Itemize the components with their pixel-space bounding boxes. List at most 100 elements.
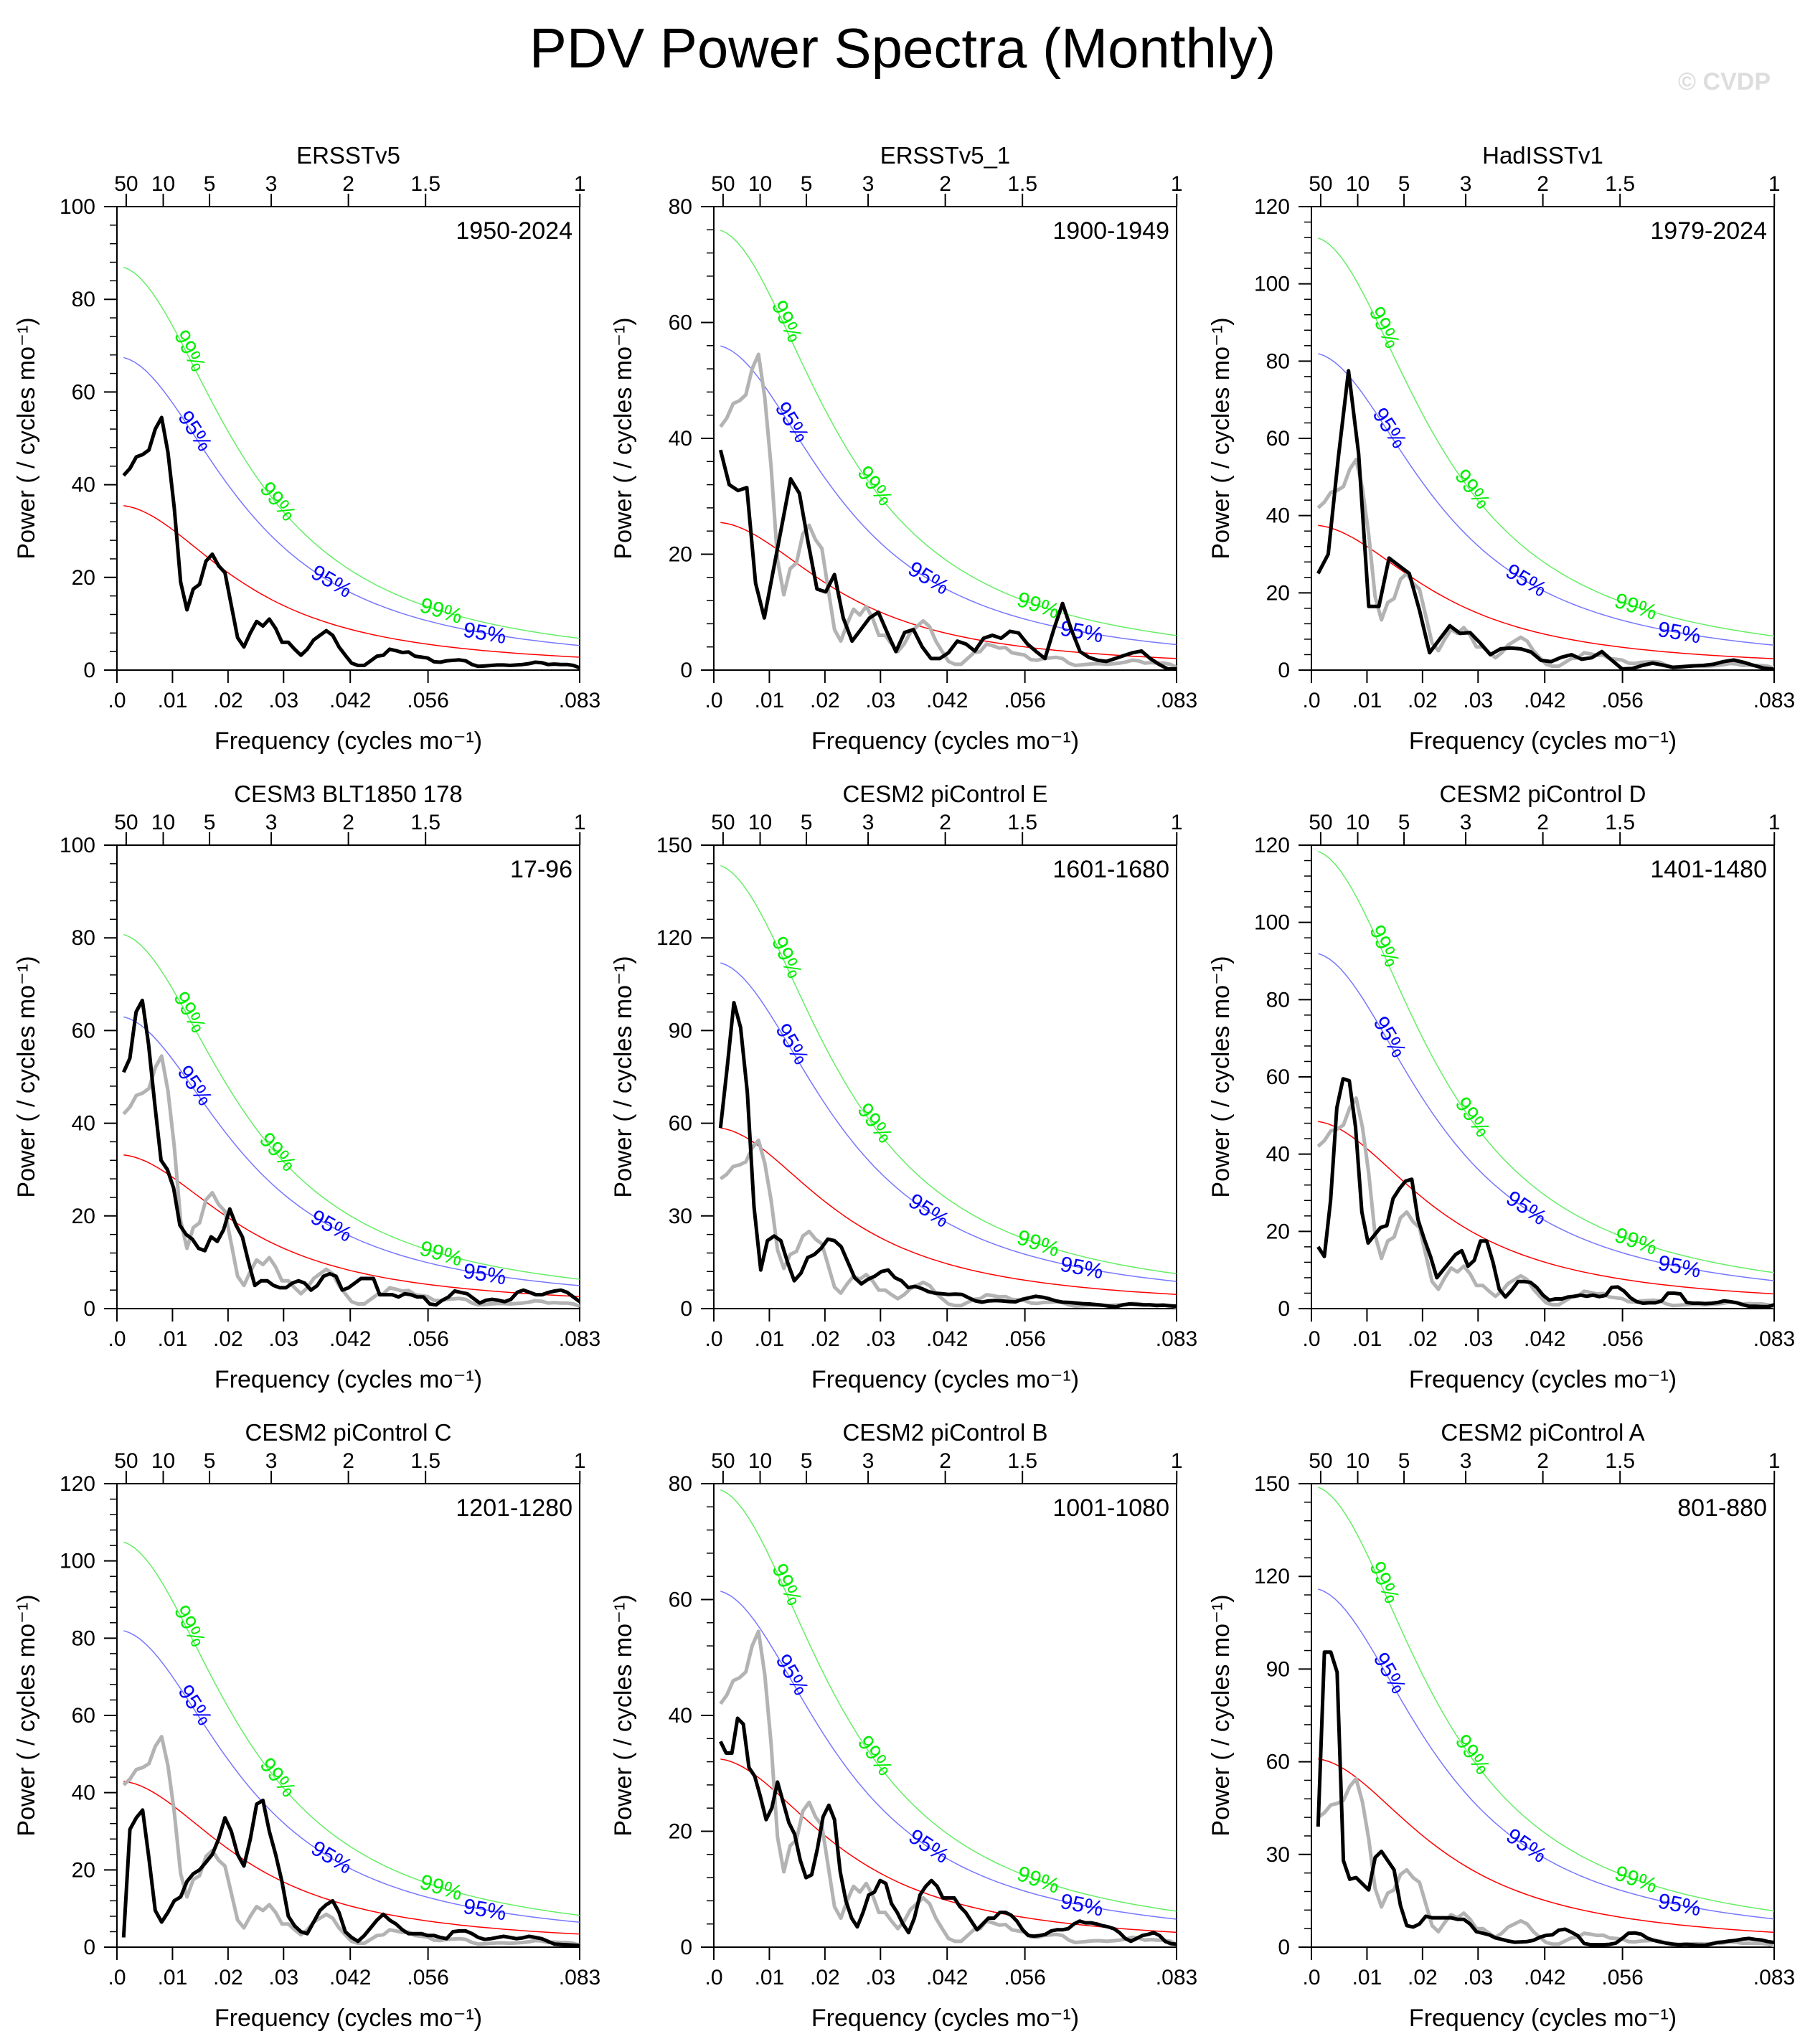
conf99-label: 99% — [1365, 303, 1405, 352]
top-tick-label: 10 — [151, 172, 175, 196]
x-tick-label: .03 — [865, 1327, 895, 1351]
top-tick-label: 2 — [342, 1449, 354, 1473]
top-tick-label: 1.5 — [1007, 1449, 1037, 1473]
spectrum-line — [718, 449, 1177, 670]
top-tick-label: 3 — [265, 811, 278, 834]
top-tick-label: 1.5 — [1605, 1449, 1635, 1473]
spectrum-line — [122, 998, 580, 1307]
panel-title: ERSSTv5 — [296, 142, 400, 169]
top-tick-label: 5 — [801, 172, 813, 196]
x-tick-label: .056 — [407, 689, 448, 712]
top-tick-label: 50 — [711, 172, 735, 196]
top-tick-label: 50 — [1309, 1449, 1332, 1473]
x-tick-label: .083 — [559, 689, 600, 712]
conf95-label: 95% — [461, 1895, 508, 1926]
y-tick-label: 120 — [1254, 195, 1290, 219]
y-tick-label: 120 — [1254, 834, 1290, 857]
red-noise-curve — [1318, 1758, 1774, 1934]
conf99-label: 99% — [417, 1870, 465, 1906]
spectrum-line — [122, 415, 580, 670]
conf99-label: 99% — [169, 1601, 210, 1650]
y-tick-label: 80 — [669, 195, 692, 219]
x-tick-label: .03 — [1463, 1966, 1493, 1989]
spectrum-line — [719, 1716, 1177, 1946]
top-tick-label: 5 — [801, 1449, 813, 1473]
y-tick-label: 20 — [72, 1858, 95, 1882]
y-axis-label: Power ( / cycles mo⁻¹) — [1207, 956, 1235, 1197]
y-tick-label: 60 — [72, 1704, 95, 1728]
plot-area: 99%95%99%95%99%95% — [122, 266, 580, 670]
conf99-label: 99% — [1611, 1861, 1660, 1898]
x-tick-label: .01 — [755, 1327, 785, 1351]
top-tick-label: 50 — [114, 172, 138, 196]
y-tick-label: 20 — [669, 543, 692, 567]
conf95-label: 95% — [1058, 1253, 1105, 1284]
y-tick-label: 0 — [83, 1297, 95, 1321]
y-tick-label: 80 — [72, 926, 95, 950]
period-label: 1979-2024 — [1650, 217, 1767, 245]
x-axis-label: Frequency (cycles mo⁻¹) — [1409, 1366, 1677, 1393]
top-tick-label: 1.5 — [1605, 811, 1635, 834]
conf95-curve — [1318, 953, 1774, 1281]
x-axis-label: Frequency (cycles mo⁻¹) — [811, 727, 1079, 755]
chart-panel: 0 30 60 90 120 150 .0 .01 .02 .03 .042 .056 .083 50 10… — [610, 781, 1197, 1393]
plot-area: 99%95%99%95%99%95% — [122, 933, 580, 1309]
conf95-label: 95% — [1656, 1889, 1702, 1921]
y-tick-label: 120 — [60, 1472, 95, 1496]
x-tick-label: .042 — [329, 1327, 371, 1351]
x-tick-label: .083 — [1156, 689, 1197, 712]
top-tick-label: 5 — [1398, 172, 1410, 196]
y-axis-label: Power ( / cycles mo⁻¹) — [13, 317, 40, 559]
top-tick-label: 3 — [1460, 172, 1472, 196]
x-tick-label: .083 — [1753, 1966, 1795, 1989]
conf99-label: 99% — [169, 326, 210, 375]
y-tick-label: 40 — [1266, 504, 1290, 528]
x-tick-label: .083 — [559, 1327, 600, 1351]
panel-title: HadISSTv1 — [1482, 142, 1603, 169]
top-tick-label: 3 — [1460, 1449, 1472, 1473]
reference-spectrum-line — [122, 1054, 580, 1309]
y-tick-label: 0 — [1278, 1936, 1290, 1959]
top-tick-label: 1 — [1768, 1449, 1781, 1473]
y-tick-label: 0 — [680, 1936, 692, 1959]
x-tick-label: .02 — [213, 689, 243, 712]
top-tick-label: 2 — [342, 172, 354, 196]
y-axis-label: Power ( / cycles mo⁻¹) — [610, 1594, 637, 1836]
x-tick-label: .083 — [1753, 1327, 1795, 1351]
x-tick-label: .056 — [1601, 1966, 1643, 1989]
chart-panel: 0 20 40 60 80 100 .0 .01 .02 .03 .042 .056 .083 50 10 5… — [13, 142, 600, 755]
conf99-label: 99% — [1014, 1225, 1062, 1261]
conf99-label: 99% — [1365, 921, 1404, 970]
top-tick-label: 1 — [574, 811, 586, 834]
figure-title: PDV Power Spectra (Monthly) — [529, 17, 1276, 80]
x-tick-label: .083 — [1156, 1327, 1197, 1351]
y-tick-label: 100 — [60, 1550, 95, 1573]
y-axis-label: Power ( / cycles mo⁻¹) — [13, 956, 40, 1197]
x-tick-label: .042 — [329, 689, 371, 712]
y-tick-label: 30 — [669, 1205, 692, 1228]
period-label: 17-96 — [510, 856, 572, 883]
x-tick-label: .02 — [1408, 689, 1438, 712]
top-tick-label: 1 — [1768, 172, 1781, 196]
x-tick-label: .0 — [704, 1966, 722, 1989]
red-noise-curve — [123, 1780, 580, 1935]
top-tick-label: 2 — [939, 811, 951, 834]
plot-area: 99%95%99%95%99%95% — [1316, 1487, 1774, 1947]
x-tick-label: .02 — [1408, 1327, 1438, 1351]
top-tick-label: 2 — [939, 172, 951, 196]
conf95-label: 95% — [461, 1259, 508, 1289]
top-tick-label: 1 — [1171, 172, 1183, 196]
x-tick-label: .03 — [268, 689, 298, 712]
conf95-label: 95% — [770, 1019, 813, 1068]
conf95-curve — [123, 1016, 580, 1286]
x-tick-label: .01 — [1352, 689, 1382, 712]
top-tick-label: 10 — [748, 1449, 772, 1473]
top-tick-label: 10 — [748, 172, 772, 196]
x-tick-label: .0 — [108, 689, 126, 712]
top-tick-label: 1.5 — [1007, 172, 1037, 196]
x-tick-label: .042 — [926, 1327, 968, 1351]
period-label: 1900-1949 — [1052, 217, 1169, 245]
red-noise-curve — [123, 505, 580, 658]
spectrum-line — [1316, 1077, 1774, 1309]
